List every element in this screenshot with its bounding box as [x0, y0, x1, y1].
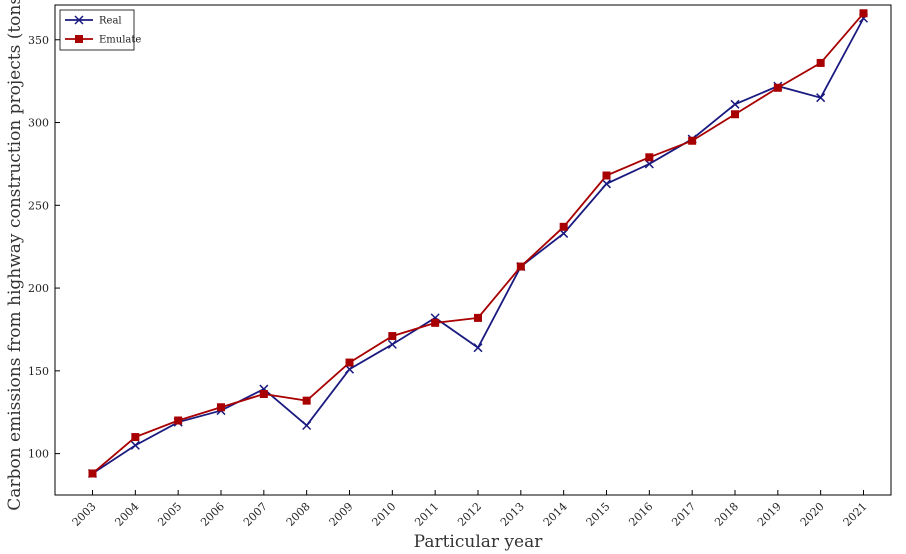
data-point-emulate — [259, 390, 268, 399]
x-tick-label: 2018 — [712, 500, 741, 529]
data-point-real — [130, 440, 140, 450]
x-tick-label: 2005 — [155, 500, 184, 529]
data-point-emulate — [474, 313, 482, 322]
legend-box — [59, 9, 135, 51]
x-tick-label: 2017 — [669, 500, 698, 529]
y-axis: 100 150 200 250 300 350 — [28, 34, 60, 461]
y-tick-label: 250 — [28, 199, 49, 212]
data-point-real — [816, 93, 826, 103]
data-point-emulate — [645, 153, 654, 162]
x-tick-label: 2014 — [541, 500, 570, 529]
data-point-emulate — [345, 358, 354, 367]
data-point-real — [601, 179, 612, 189]
y-tick-label: 150 — [28, 365, 49, 378]
data-point-emulate — [516, 262, 525, 271]
plot-frame — [54, 4, 892, 496]
x-axis: 2003 2004 2005 2006 2007 2008 2009 2010 2011 2012… — [70, 490, 870, 529]
data-point-emulate — [174, 416, 183, 425]
x-tick-label: 2009 — [327, 500, 356, 529]
data-point-real — [387, 339, 397, 349]
x-tick-label: 2003 — [70, 500, 99, 529]
x-tick-label: 2008 — [284, 500, 313, 529]
x-tick-label: 2010 — [369, 500, 398, 529]
x-tick-label: 2011 — [412, 500, 441, 529]
x-tick-label: 2015 — [584, 500, 613, 529]
data-point-emulate — [688, 136, 697, 145]
x-tick-label: 2012 — [455, 500, 484, 529]
data-point-emulate — [602, 171, 611, 180]
series-line-real — [92, 17, 865, 475]
series-layer — [87, 9, 869, 479]
y-tick-label: 350 — [28, 34, 49, 47]
x-tick-label: 2016 — [626, 500, 655, 529]
x-tick-label: 2020 — [798, 500, 827, 529]
x-tick-label: 2006 — [198, 500, 227, 529]
data-point-emulate — [302, 396, 311, 405]
data-point-emulate — [816, 58, 825, 67]
legend-label-emulate: Emulate — [99, 35, 141, 46]
data-point-emulate — [431, 318, 440, 327]
legend-label-real: Real — [99, 16, 122, 27]
x-tick-label: 2007 — [241, 500, 270, 529]
y-tick-label: 200 — [28, 282, 49, 295]
data-point-emulate — [217, 403, 225, 412]
x-tick-label: 2013 — [498, 500, 527, 529]
legend-marker-emulate — [75, 35, 83, 43]
data-point-real — [302, 420, 312, 431]
data-point-emulate — [559, 222, 568, 231]
data-point-real — [473, 343, 483, 353]
x-tick-label: 2019 — [755, 500, 784, 529]
data-point-real — [730, 99, 740, 109]
y-tick-label: 100 — [28, 448, 49, 461]
data-point-emulate — [731, 110, 739, 119]
data-point-emulate — [859, 9, 868, 18]
legend-marker-real — [74, 15, 84, 25]
x-tick-label: 2021 — [841, 500, 870, 529]
data-point-emulate — [131, 433, 140, 442]
data-point-emulate — [773, 83, 782, 92]
y-axis-title: Carbon emissions from highway constructi… — [5, 0, 25, 511]
x-axis-title: Particular year — [414, 532, 544, 552]
x-tick-label: 2004 — [112, 500, 141, 529]
series-line-emulate — [91, 12, 865, 475]
legend: Real Emulate — [59, 9, 141, 51]
data-point-emulate — [388, 332, 397, 341]
y-tick-label: 300 — [28, 117, 49, 130]
data-point-emulate — [88, 469, 97, 478]
